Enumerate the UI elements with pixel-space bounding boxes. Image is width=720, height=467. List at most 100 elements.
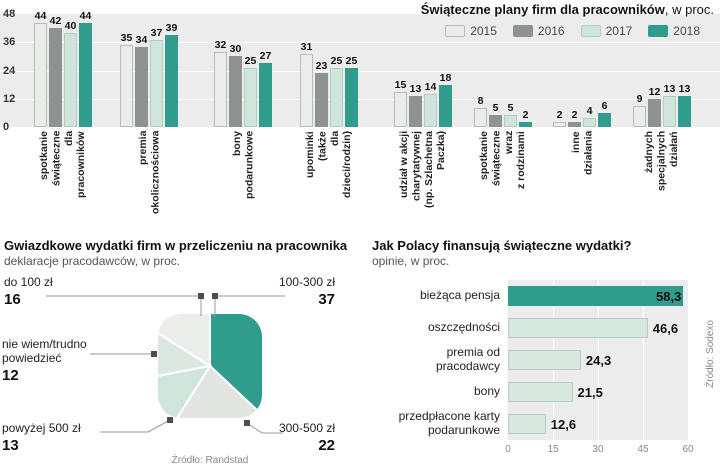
category-label-wrap: premia okolicznościowa	[109, 131, 189, 235]
hbar-plot-area: 58,3 46,6 24,3 21,5 12,6	[508, 280, 688, 440]
y-tick-label: 0	[3, 121, 10, 133]
category-label: inne działania	[569, 131, 594, 176]
bar	[330, 68, 343, 127]
grid-line	[598, 280, 599, 440]
callout-marker	[244, 420, 250, 426]
bar-wrap: 5	[504, 102, 517, 127]
callout-300-500: 300-500 zł 22	[279, 421, 335, 454]
callout-value: 16	[4, 290, 21, 308]
bar	[489, 115, 502, 127]
callout-line	[246, 422, 283, 434]
pie-slices	[158, 314, 262, 418]
bar-value-label: 5	[492, 102, 499, 114]
bar-value-label: 2	[522, 109, 529, 121]
hbar-category-label: premia od pracodawcy	[435, 345, 500, 373]
legend-swatch	[648, 25, 669, 37]
category-label: spotkanie świąteczne wraz z rodzinami	[478, 131, 528, 189]
bar	[568, 122, 581, 127]
bar-wrap: 18	[439, 72, 452, 127]
category-label-wrap: bony podarunkowe	[203, 131, 283, 235]
hbar-category-label: przedpłacone karty podarunkowe	[398, 409, 500, 437]
callout-marker	[151, 351, 157, 357]
bar	[244, 68, 257, 127]
callout-value: 13	[2, 436, 19, 454]
bar	[135, 47, 148, 127]
hbar	[508, 318, 648, 338]
bar-wrap: 23	[315, 60, 328, 127]
bar	[79, 23, 92, 127]
bar-wrap: 13	[409, 83, 422, 127]
hbar-value-label: 12,6	[550, 417, 577, 432]
bar-wrap: 6	[598, 100, 611, 127]
bar-value-label: 5	[507, 102, 514, 114]
bar	[424, 94, 437, 127]
bar-value-label: 13	[678, 83, 691, 95]
bar-wrap: 13	[663, 83, 676, 127]
hbar-value-label: 21,5	[577, 385, 603, 400]
bar	[120, 45, 133, 127]
legend-item: 2018	[648, 24, 700, 38]
bar-wrap: 25	[345, 55, 358, 127]
bar	[49, 28, 62, 127]
hbar-title: Jak Polacy finansują świąteczne wydatki?	[372, 238, 632, 253]
pie-slice	[158, 319, 213, 384]
bar-wrap: 12	[648, 86, 661, 127]
callout-powyzej-500: powyżej 500 zł 13	[2, 421, 81, 454]
hbar-category-label: oszczędności	[427, 320, 500, 335]
bar	[474, 108, 487, 127]
hbar-category-label: bieżąca pensja	[419, 288, 500, 303]
bar	[553, 122, 566, 127]
callout-label: powyżej 500 zł	[2, 421, 81, 435]
y-tick-label: 24	[3, 64, 16, 77]
bar	[519, 122, 532, 127]
bar-value-label: 13	[663, 83, 676, 95]
bar-value-label: 14	[424, 81, 437, 93]
callout-line	[46, 295, 202, 316]
bar-value-label: 12	[648, 86, 661, 98]
bar-wrap: 2	[519, 109, 532, 127]
bar-wrap: 34	[135, 34, 148, 127]
hbar-source: Źródło: Sodexo	[705, 320, 716, 388]
legend-item: 2016	[512, 24, 565, 38]
bar	[150, 40, 163, 127]
bar-wrap: 32	[214, 39, 227, 127]
category-label: bony podarunkowe	[230, 131, 255, 200]
hbar-value-label: 46,6	[652, 321, 679, 336]
bar-wrap: 25	[330, 55, 343, 127]
grid-line	[643, 280, 644, 440]
bar	[394, 92, 407, 127]
bar-value-label: 31	[300, 41, 313, 53]
pie-slice	[209, 314, 262, 418]
grid-line	[0, 70, 720, 72]
bar	[229, 56, 242, 127]
bar-wrap: 5	[489, 102, 502, 127]
bar	[214, 52, 227, 127]
bar-wrap: 14	[424, 81, 437, 127]
hbar	[508, 414, 546, 434]
callout-value: 37	[318, 290, 335, 308]
grid-line	[0, 42, 720, 44]
bar-value-label: 44	[34, 10, 47, 22]
spending-pie-panel: Gwiazdkowe wydatki firm w przeliczeniu n…	[0, 236, 366, 467]
bar-wrap: 8	[474, 95, 487, 127]
bar-value-label: 44	[79, 10, 92, 22]
bar-value-label: 8	[477, 95, 484, 107]
bar	[64, 33, 77, 127]
top-chart-title-bold: Świąteczne plany firm dla pracowników	[420, 2, 665, 17]
bar-wrap: 15	[394, 79, 407, 127]
y-tick-label: 36	[3, 36, 16, 49]
spending-pie-chart	[46, 293, 285, 434]
bar-group: 32 30 25 27	[214, 39, 272, 127]
bar	[439, 85, 452, 127]
category-label: spotkanie świąteczne dla pracowników	[38, 131, 88, 198]
bar-wrap: 44	[79, 10, 92, 127]
category-label-wrap: żadnych specjalnych działań	[622, 131, 702, 235]
bar-value-label: 39	[165, 22, 178, 34]
callout-label: nie wiem/trudno powiedzieć	[2, 337, 87, 365]
callout-value: 22	[318, 436, 335, 454]
bar-wrap: 30	[229, 43, 242, 127]
bar-group: 35 34 37 39	[120, 22, 178, 127]
category-label: żadnych specjalnych działań	[643, 131, 681, 192]
holiday-plans-chart: 48 36 24 12 0 44 42 40 44 35 34 37 39 32 30 25 27 31 23 25 2…	[0, 2, 720, 235]
